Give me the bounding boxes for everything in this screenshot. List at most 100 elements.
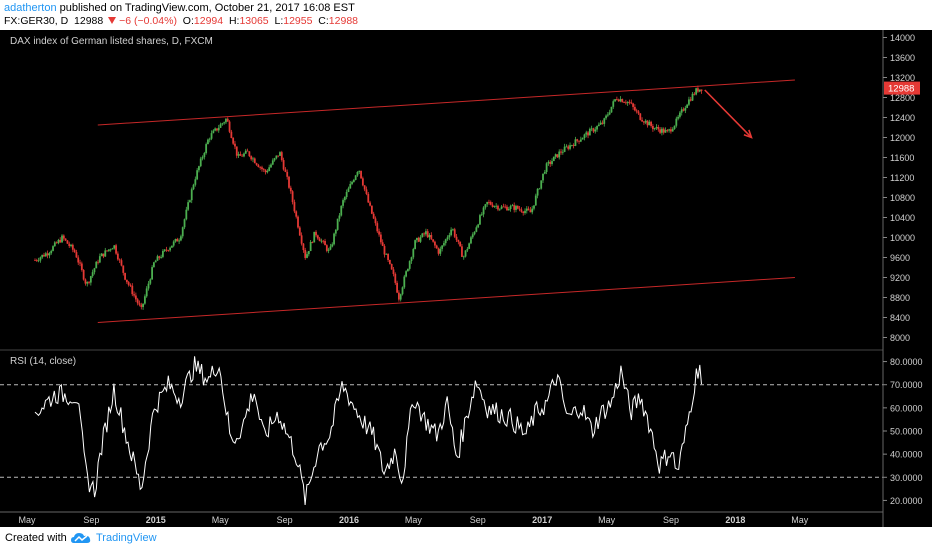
candle[interactable] [576, 139, 579, 141]
candle[interactable] [158, 256, 161, 258]
candle[interactable] [459, 241, 462, 247]
candle[interactable] [453, 229, 456, 237]
candle[interactable] [653, 128, 656, 130]
candle[interactable] [225, 118, 227, 123]
candle[interactable] [689, 99, 692, 101]
candle[interactable] [162, 250, 164, 257]
candle[interactable] [646, 120, 649, 126]
candle[interactable] [630, 102, 633, 104]
candle[interactable] [248, 151, 251, 157]
candle[interactable] [343, 197, 346, 201]
candle[interactable] [693, 93, 696, 95]
candle[interactable] [588, 128, 591, 136]
candle[interactable] [435, 245, 438, 249]
candle[interactable] [578, 140, 580, 142]
candle[interactable] [666, 130, 669, 131]
candle[interactable] [62, 235, 65, 239]
candle[interactable] [642, 121, 645, 123]
candle[interactable] [511, 205, 514, 207]
candle[interactable] [419, 237, 422, 242]
candle[interactable] [480, 214, 483, 216]
candle[interactable] [596, 126, 598, 130]
candle[interactable] [333, 233, 335, 245]
projection-arrow[interactable] [704, 89, 753, 139]
candle[interactable] [279, 152, 281, 156]
candle[interactable] [73, 249, 76, 253]
candle[interactable] [635, 110, 638, 112]
author-link[interactable]: adatherton [4, 2, 57, 14]
candle[interactable] [252, 158, 254, 160]
candle[interactable] [444, 239, 447, 244]
candle[interactable] [423, 233, 426, 235]
candle[interactable] [55, 242, 58, 244]
candle[interactable] [361, 178, 364, 186]
candle[interactable] [370, 205, 373, 214]
candle[interactable] [293, 202, 296, 212]
candle[interactable] [230, 131, 233, 138]
candle[interactable] [426, 231, 429, 238]
candle[interactable] [340, 205, 343, 216]
candle[interactable] [437, 248, 440, 254]
candle[interactable] [307, 251, 310, 255]
channel-lower-line[interactable] [97, 277, 795, 323]
candle[interactable] [235, 146, 238, 156]
candle[interactable] [597, 124, 600, 127]
candle[interactable] [125, 279, 128, 283]
candle[interactable] [457, 239, 460, 242]
candle[interactable] [270, 164, 272, 168]
candle[interactable] [149, 279, 152, 284]
candle[interactable] [313, 231, 316, 243]
candle[interactable] [531, 208, 534, 213]
candle[interactable] [118, 259, 121, 261]
candle[interactable] [628, 101, 631, 103]
candle[interactable] [142, 303, 144, 307]
candle[interactable] [325, 245, 328, 251]
candle[interactable] [497, 205, 499, 210]
candle[interactable] [239, 154, 242, 156]
candle[interactable] [520, 209, 523, 212]
candle[interactable] [652, 125, 654, 130]
candle[interactable] [131, 285, 134, 295]
candle[interactable] [558, 151, 561, 158]
candle[interactable] [134, 295, 137, 300]
candle[interactable] [397, 292, 400, 300]
candle[interactable] [633, 106, 636, 111]
candle[interactable] [216, 128, 218, 131]
candle[interactable] [50, 250, 53, 254]
candle[interactable] [71, 244, 74, 250]
candle[interactable] [466, 248, 469, 251]
candle[interactable] [479, 215, 481, 225]
candle[interactable] [100, 253, 103, 257]
candle[interactable] [259, 167, 262, 168]
candle[interactable] [289, 187, 292, 192]
candle[interactable] [450, 229, 453, 236]
candle[interactable] [282, 160, 285, 170]
time-axis[interactable]: May Sep 2015 May Sep 2016 May Sep 2017 May Sep 2018… [18, 515, 808, 525]
candle[interactable] [468, 243, 471, 249]
candle[interactable] [383, 246, 386, 255]
candle[interactable] [619, 99, 622, 102]
candle[interactable] [500, 206, 503, 209]
candle[interactable] [356, 171, 359, 176]
candle[interactable] [46, 253, 49, 256]
candle[interactable] [587, 132, 589, 136]
candle[interactable] [601, 122, 604, 124]
candle[interactable] [518, 208, 521, 210]
candle[interactable] [484, 204, 487, 208]
candle[interactable] [311, 241, 314, 243]
candle[interactable] [334, 229, 337, 234]
candle[interactable] [527, 208, 530, 210]
rsi-axis[interactable]: 20.0000 30.0000 40.0000 50.0000 60.0000 70.00… [883, 357, 923, 506]
candle[interactable] [502, 206, 505, 208]
candle[interactable] [574, 139, 577, 146]
candle[interactable] [482, 207, 485, 215]
candle[interactable] [525, 208, 528, 211]
candle[interactable] [190, 189, 193, 201]
candle[interactable] [221, 123, 224, 125]
candle[interactable] [414, 240, 417, 250]
candle[interactable] [579, 139, 582, 142]
candle[interactable] [268, 167, 271, 171]
candle[interactable] [109, 249, 112, 251]
candle[interactable] [98, 256, 101, 263]
candle[interactable] [347, 188, 350, 192]
